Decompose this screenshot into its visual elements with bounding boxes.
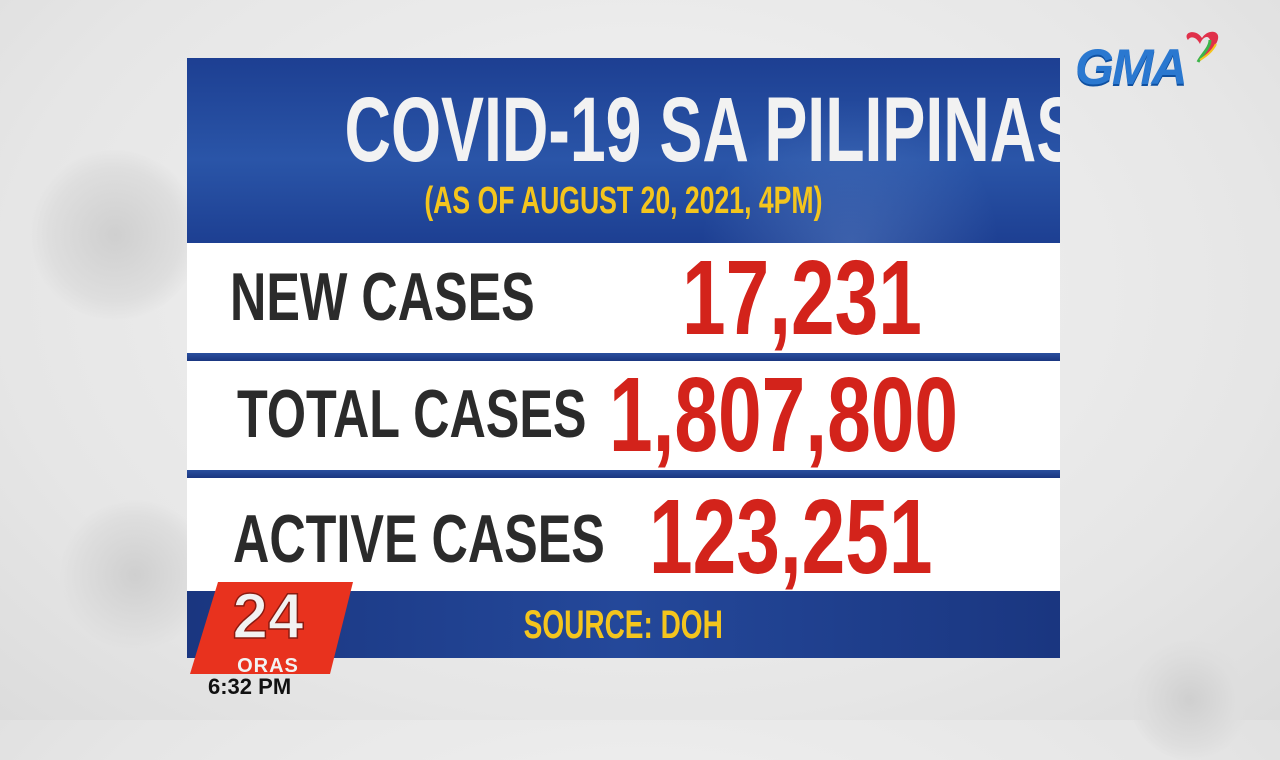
panel-header: COVID-19 SA PILIPINAS (AS OF AUGUST 20, … [187, 58, 1060, 243]
stat-row-total-cases: TOTAL CASES 1,807,800 [187, 361, 1060, 470]
source-text: SOURCE: DOH [187, 605, 1060, 645]
logo-word: ORAS [237, 655, 299, 674]
virus-background-graphic [60, 500, 210, 650]
subtitle-text: (AS OF AUGUST 20, 2021, 4PM) [424, 180, 823, 222]
title-text: COVID-19 SA PILIPINAS [344, 79, 1060, 181]
stat-row-new-cases: NEW CASES 17,231 [187, 243, 1060, 353]
broadcast-time: 6:32 PM [208, 674, 292, 699]
virus-background-graphic [1130, 640, 1250, 760]
stat-value: 1,807,800 [609, 356, 958, 474]
row-divider [187, 353, 1060, 361]
stat-row-active-cases: ACTIVE CASES 123,251 [187, 478, 1060, 591]
gma-heart-icon [1186, 31, 1219, 63]
page-title: COVID-19 SA PILIPINAS [187, 84, 1060, 176]
gma-logo: GMA [1075, 39, 1188, 95]
24-oras-logo: 24 ORAS [190, 582, 353, 674]
stat-label: NEW CASES [230, 259, 535, 335]
source-label: SOURCE: DOH [523, 603, 724, 647]
stat-label: ACTIVE CASES [233, 501, 605, 577]
stat-value: 17,231 [682, 239, 922, 357]
row-divider [187, 470, 1060, 478]
stat-label: TOTAL CASES [237, 376, 587, 452]
as-of-subtitle: (AS OF AUGUST 20, 2021, 4PM) [187, 182, 1060, 220]
stat-value: 123,251 [649, 478, 933, 596]
virus-background-graphic [30, 150, 200, 320]
logo-number: 24 [232, 582, 304, 652]
covid-stats-panel: COVID-19 SA PILIPINAS (AS OF AUGUST 20, … [187, 58, 1060, 658]
